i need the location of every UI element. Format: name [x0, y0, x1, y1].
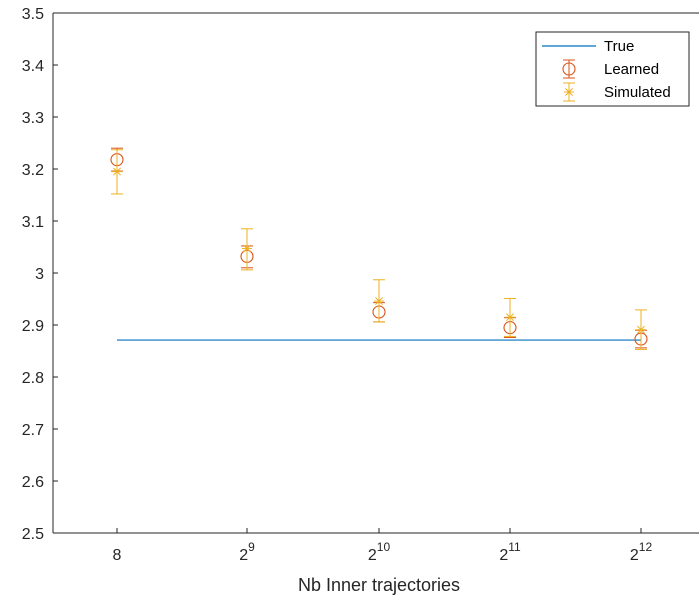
star-stroke — [637, 325, 645, 334]
legend-label: Simulated — [604, 84, 671, 101]
y-tick-label: 2.6 — [22, 474, 44, 491]
star-stroke — [113, 167, 121, 176]
x-tick-label: 211 — [499, 540, 521, 564]
star-stroke — [243, 244, 251, 253]
star-stroke — [375, 297, 383, 306]
x-tick-exponent: 12 — [639, 540, 653, 554]
star-stroke — [506, 313, 514, 322]
star-stroke — [565, 88, 573, 96]
star-marker — [564, 87, 574, 97]
y-tick-label: 2.9 — [22, 318, 44, 335]
x-tick-base: 2 — [499, 547, 508, 564]
x-tick-base: 8 — [113, 547, 122, 564]
x-tick-label: 8 — [113, 547, 122, 564]
x-tick-label: 212 — [630, 540, 653, 564]
y-tick-label: 3.3 — [22, 110, 44, 127]
y-axis: 2.5 2.6 2.7 2.8 2.9 3 3.1 3.2 3.3 3.4 3.5 — [22, 6, 58, 543]
legend-swatch-learned — [562, 62, 576, 76]
y-tick-label: 3.2 — [22, 162, 44, 179]
star-marker — [505, 312, 515, 323]
x-tick-exponent: 11 — [508, 540, 521, 554]
y-tick-label: 2.5 — [22, 526, 44, 543]
star-marker — [374, 296, 384, 307]
x-tick-exponent: 10 — [377, 540, 391, 554]
star-marker — [636, 324, 646, 335]
star-marker — [242, 243, 252, 254]
x-tick-label: 29 — [239, 540, 255, 564]
y-tick-label: 3.5 — [22, 6, 44, 23]
x-axis: 8 29 210 211 212 — [113, 528, 653, 564]
star-marker — [112, 166, 122, 177]
y-tick-label: 3 — [35, 266, 44, 283]
x-tick-label: 210 — [368, 540, 391, 564]
x-axis-title: Nb Inner trajectories — [298, 575, 460, 595]
legend-label: True — [604, 38, 634, 55]
legend-label: Learned — [604, 61, 659, 78]
y-tick-label: 2.7 — [22, 422, 44, 439]
simulated-series — [111, 149, 647, 350]
x-tick-base: 2 — [368, 547, 377, 564]
y-tick-label: 3.4 — [22, 58, 44, 75]
x-tick-base: 2 — [239, 547, 248, 564]
x-tick-base: 2 — [630, 547, 639, 564]
x-tick-exponent: 9 — [248, 540, 255, 554]
legend: True Learned Simulated — [535, 31, 690, 107]
y-tick-label: 3.1 — [22, 214, 44, 231]
legend-box — [535, 31, 690, 107]
y-tick-label: 2.8 — [22, 370, 44, 387]
